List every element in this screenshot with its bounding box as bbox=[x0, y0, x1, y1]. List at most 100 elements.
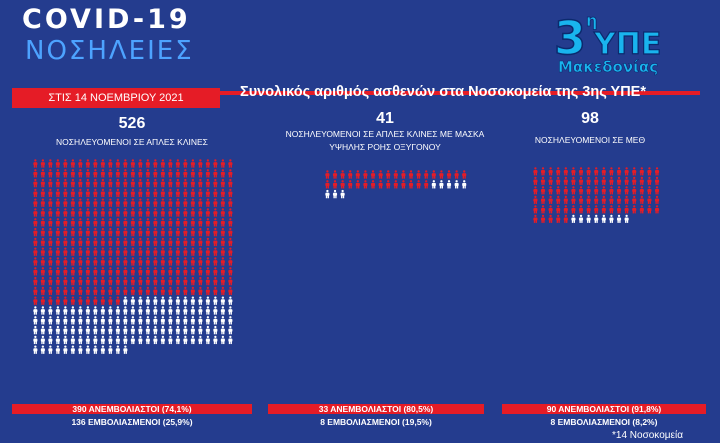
unvaccinated-person-icon bbox=[130, 198, 135, 207]
vaccinated-person-icon bbox=[145, 296, 150, 305]
unvaccinated-person-icon bbox=[160, 276, 165, 286]
unvaccinated-person-icon bbox=[48, 267, 53, 276]
unvaccinated-person-icon bbox=[138, 159, 143, 168]
unvaccinated-person-icon bbox=[145, 276, 150, 286]
unvaccinated-person-icon bbox=[213, 198, 218, 207]
unvaccinated-person-icon bbox=[160, 267, 165, 276]
unvaccinated-person-icon bbox=[123, 267, 128, 276]
unvaccinated-person-icon bbox=[145, 286, 150, 296]
unvaccinated-person-icon bbox=[190, 218, 195, 227]
unvaccinated-person-icon bbox=[63, 169, 68, 178]
panel-3-label: ΝΟΣΗΛΕΥΟΜΕΝΟΙ ΣΕ ΜΕΘ bbox=[534, 135, 646, 145]
unvaccinated-person-icon bbox=[563, 176, 568, 185]
panel-2-unvaccinated-caption: 33 ΑΝΕΜΒΟΛΙΑΣΤΟΙ (80,5%) bbox=[268, 404, 484, 414]
unvaccinated-person-icon bbox=[33, 237, 38, 247]
vaccinated-person-icon bbox=[190, 335, 195, 345]
unvaccinated-person-icon bbox=[85, 198, 90, 207]
unvaccinated-person-icon bbox=[431, 170, 436, 179]
unvaccinated-person-icon bbox=[55, 178, 60, 188]
unvaccinated-person-icon bbox=[609, 205, 614, 214]
unvaccinated-person-icon bbox=[55, 257, 60, 266]
unvaccinated-person-icon bbox=[571, 176, 576, 185]
unvaccinated-person-icon bbox=[586, 176, 591, 185]
unvaccinated-person-icon bbox=[153, 267, 158, 276]
unvaccinated-person-icon bbox=[100, 286, 105, 296]
unvaccinated-person-icon bbox=[439, 170, 444, 179]
unvaccinated-person-icon bbox=[183, 257, 188, 266]
vaccinated-person-icon bbox=[183, 306, 188, 315]
unvaccinated-person-icon bbox=[168, 247, 173, 256]
unvaccinated-person-icon bbox=[63, 237, 68, 247]
vaccinated-person-icon bbox=[33, 335, 38, 345]
unvaccinated-person-icon bbox=[654, 186, 660, 195]
unvaccinated-person-icon bbox=[78, 208, 83, 217]
date-badge: ΣΤΙΣ 14 ΝΟΕΜΒΡΙΟΥ 2021 bbox=[12, 88, 220, 108]
panel-3-unvaccinated-caption: 90 ΑΝΕΜΒΟΛΙΑΣΤΟΙ (91,8%) bbox=[502, 404, 706, 414]
unvaccinated-person-icon bbox=[571, 205, 576, 214]
vaccinated-person-icon bbox=[130, 296, 135, 305]
unvaccinated-person-icon bbox=[160, 257, 165, 266]
vaccinated-person-icon bbox=[123, 306, 128, 315]
unvaccinated-person-icon bbox=[228, 227, 233, 237]
unvaccinated-person-icon bbox=[93, 237, 98, 247]
unvaccinated-person-icon bbox=[609, 186, 614, 195]
unvaccinated-person-icon bbox=[40, 257, 45, 266]
unvaccinated-person-icon bbox=[78, 276, 83, 286]
unvaccinated-person-icon bbox=[205, 227, 210, 237]
unvaccinated-person-icon bbox=[55, 188, 60, 198]
unvaccinated-person-icon bbox=[205, 159, 210, 168]
vaccinated-person-icon bbox=[48, 316, 53, 325]
unvaccinated-person-icon bbox=[424, 180, 429, 189]
unvaccinated-person-icon bbox=[130, 178, 135, 188]
unvaccinated-person-icon bbox=[168, 218, 173, 227]
unvaccinated-person-icon bbox=[93, 276, 98, 286]
unvaccinated-person-icon bbox=[183, 208, 188, 217]
unvaccinated-person-icon bbox=[48, 178, 53, 188]
vaccinated-person-icon bbox=[100, 316, 105, 325]
unvaccinated-person-icon bbox=[563, 186, 568, 195]
unvaccinated-person-icon bbox=[55, 227, 60, 237]
unvaccinated-person-icon bbox=[153, 247, 158, 256]
vaccinated-person-icon bbox=[446, 180, 452, 189]
vaccinated-person-icon bbox=[70, 306, 75, 315]
vaccinated-person-icon bbox=[63, 335, 68, 345]
unvaccinated-person-icon bbox=[332, 180, 338, 189]
unvaccinated-person-icon bbox=[228, 237, 233, 247]
vaccinated-person-icon bbox=[93, 316, 98, 325]
unvaccinated-person-icon bbox=[401, 180, 406, 189]
unvaccinated-person-icon bbox=[205, 257, 210, 266]
unvaccinated-person-icon bbox=[63, 178, 68, 188]
unvaccinated-person-icon bbox=[639, 186, 644, 195]
vaccinated-person-icon bbox=[213, 325, 218, 335]
unvaccinated-person-icon bbox=[33, 276, 38, 286]
vaccinated-person-icon bbox=[93, 335, 98, 345]
unvaccinated-person-icon bbox=[70, 188, 75, 198]
unvaccinated-person-icon bbox=[175, 286, 180, 296]
unvaccinated-person-icon bbox=[220, 188, 225, 198]
unvaccinated-person-icon bbox=[205, 169, 210, 178]
unvaccinated-person-icon bbox=[108, 257, 113, 266]
unvaccinated-person-icon bbox=[123, 237, 128, 247]
vaccinated-person-icon bbox=[168, 325, 173, 335]
unvaccinated-person-icon bbox=[190, 227, 195, 237]
unvaccinated-person-icon bbox=[168, 198, 173, 207]
unvaccinated-person-icon bbox=[85, 247, 90, 256]
unvaccinated-person-icon bbox=[93, 159, 98, 168]
unvaccinated-person-icon bbox=[63, 198, 68, 207]
unvaccinated-person-icon bbox=[63, 218, 68, 227]
unvaccinated-person-icon bbox=[594, 167, 599, 176]
unvaccinated-person-icon bbox=[563, 195, 568, 204]
unvaccinated-person-icon bbox=[70, 276, 75, 286]
unvaccinated-person-icon bbox=[175, 276, 180, 286]
vaccinated-person-icon bbox=[70, 316, 75, 325]
unvaccinated-person-icon bbox=[115, 276, 120, 286]
unvaccinated-person-icon bbox=[540, 214, 546, 223]
vaccinated-person-icon bbox=[160, 316, 165, 325]
unvaccinated-person-icon bbox=[108, 267, 113, 276]
vaccinated-person-icon bbox=[108, 345, 113, 354]
unvaccinated-person-icon bbox=[190, 267, 195, 276]
unvaccinated-person-icon bbox=[100, 169, 105, 178]
vaccinated-person-icon bbox=[115, 325, 120, 335]
header-divider bbox=[12, 91, 700, 95]
unvaccinated-person-icon bbox=[228, 286, 233, 296]
